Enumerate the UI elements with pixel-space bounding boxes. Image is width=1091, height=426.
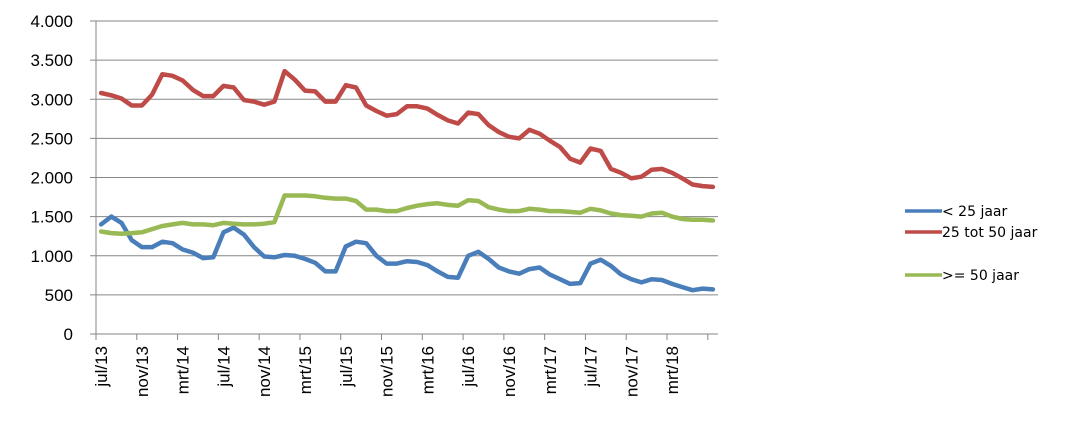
series-line-3 xyxy=(98,193,716,237)
axes xyxy=(90,20,718,340)
legend-label: 25 tot 50 jaar xyxy=(942,225,1038,241)
x-tick-label: jul/16 xyxy=(459,346,478,388)
y-tick-label: 3.000 xyxy=(30,90,73,109)
x-tick-label: nov/13 xyxy=(133,346,152,397)
y-tick-label: 0 xyxy=(64,325,73,344)
x-tick-label: mrt/17 xyxy=(541,346,560,394)
y-tick-label: 500 xyxy=(45,286,73,305)
y-axis-tick-labels: 0 500 1.000 1.500 2.000 2.500 3.000 3.500 4.000 xyxy=(30,12,73,344)
x-tick-label: nov/14 xyxy=(255,346,274,397)
x-axis-tick-labels: jul/13 nov/13 mrt/14 jul/14 nov/14 mrt/15 jul/… xyxy=(92,346,682,397)
series-line-1 xyxy=(98,214,716,293)
y-tick-label: 2.500 xyxy=(30,129,73,148)
series-lines xyxy=(98,68,716,293)
series-line-2 xyxy=(98,68,716,190)
x-tick-label: jul/15 xyxy=(337,346,356,388)
legend: < 25 jaar 25 tot 50 jaar >= 50 jaar xyxy=(905,204,1038,284)
y-tick-label: 2.000 xyxy=(30,169,73,188)
x-tick-label: nov/15 xyxy=(378,346,397,397)
legend-label: < 25 jaar xyxy=(942,204,1007,220)
x-tick-label: jul/13 xyxy=(92,346,111,388)
y-tick-label: 1.000 xyxy=(30,247,73,266)
y-tick-label: 1.500 xyxy=(30,208,73,227)
x-tick-label: nov/16 xyxy=(500,346,519,397)
x-tick-label: mrt/14 xyxy=(174,346,193,394)
legend-label: >= 50 jaar xyxy=(942,268,1019,284)
y-tick-label: 3.500 xyxy=(30,51,73,70)
x-tick-label: mrt/16 xyxy=(418,346,437,394)
x-tick-label: jul/17 xyxy=(582,346,601,388)
x-tick-label: nov/17 xyxy=(622,346,641,397)
x-tick-label: mrt/15 xyxy=(296,346,315,394)
x-tick-label: jul/14 xyxy=(214,346,233,388)
x-tick-label: mrt/18 xyxy=(663,346,682,394)
y-tick-label: 4.000 xyxy=(30,12,73,31)
